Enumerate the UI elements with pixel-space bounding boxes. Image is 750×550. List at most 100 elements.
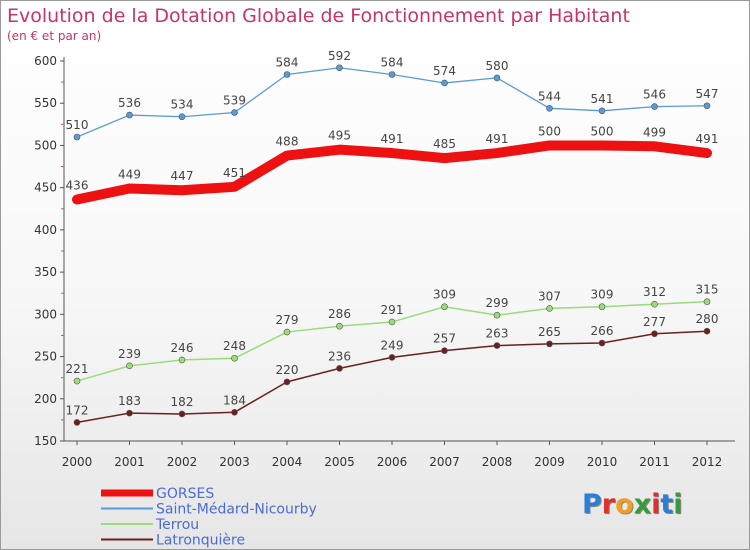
logo-letter: t [660, 489, 674, 520]
chart-subtitle: (en € et par an) [7, 29, 102, 43]
data-point [598, 303, 606, 311]
data-point [546, 104, 553, 112]
data-label: 291 [381, 303, 404, 317]
data-point [441, 79, 448, 87]
data-point [283, 71, 291, 78]
x-tick-label: 2005 [324, 455, 355, 469]
data-label: 265 [538, 325, 561, 339]
data-label: 500 [591, 124, 614, 138]
logo-letter: P [582, 489, 602, 520]
y-tick-label: 450 [34, 181, 57, 195]
y-tick-label: 350 [34, 265, 57, 279]
data-label: 236 [328, 349, 351, 363]
series-line [72, 140, 712, 205]
data-point [336, 365, 343, 372]
data-label: 584 [276, 56, 299, 70]
logo-letter: x [633, 489, 652, 520]
data-point [388, 318, 396, 326]
data-label: 182 [171, 395, 194, 409]
x-tick-label: 2000 [62, 455, 93, 469]
data-label: 312 [643, 285, 666, 299]
logo-letter: o [615, 489, 634, 520]
data-point [73, 377, 81, 385]
data-point [493, 342, 501, 349]
data-label: 307 [538, 289, 561, 303]
data-point [703, 327, 711, 335]
data-label: 172 [66, 403, 89, 417]
data-label: 510 [66, 118, 89, 132]
data-point [73, 133, 81, 141]
data-point [651, 300, 658, 308]
y-tick-label: 400 [34, 223, 57, 237]
data-label: 249 [381, 338, 404, 352]
x-tick-label: 2008 [482, 455, 513, 469]
data-label: 220 [276, 363, 299, 377]
x-tick-label: 2012 [692, 455, 723, 469]
x-tick-label: 2010 [587, 455, 618, 469]
data-label: 584 [381, 56, 404, 70]
data-label: 309 [433, 288, 456, 302]
data-label: 495 [328, 129, 351, 143]
x-tick-label: 2002 [167, 455, 198, 469]
data-label: 534 [171, 98, 194, 112]
data-label: 436 [66, 178, 89, 192]
data-label: 547 [696, 87, 719, 101]
y-tick-label: 600 [34, 54, 57, 68]
data-point [651, 103, 658, 110]
data-label: 286 [328, 307, 351, 321]
data-label: 485 [433, 137, 456, 151]
chart-title: Evolution de la Dotation Globale de Fonc… [7, 5, 630, 27]
data-point [126, 362, 133, 370]
x-tick-label: 2001 [114, 455, 145, 469]
data-label: 544 [538, 89, 561, 103]
y-tick-label: 250 [34, 350, 57, 364]
data-label: 257 [433, 332, 456, 346]
data-point [178, 410, 186, 418]
data-label: 279 [276, 313, 299, 327]
logo-letter: r [601, 489, 616, 520]
data-point [336, 322, 343, 330]
legend-label: GORSES [156, 486, 214, 502]
data-label: 183 [118, 394, 141, 408]
data-label: 266 [591, 324, 614, 338]
data-label: 491 [381, 132, 404, 146]
data-label: 447 [171, 169, 194, 183]
x-tick-label: 2011 [639, 455, 670, 469]
y-tick-label: 200 [34, 392, 57, 406]
data-point [651, 330, 658, 338]
data-point [546, 305, 553, 312]
data-label: 263 [486, 327, 509, 341]
legend-label: Saint-Médard-Nicourby [156, 502, 317, 518]
data-label: 221 [66, 362, 89, 376]
data-point [598, 107, 606, 115]
data-label: 451 [223, 166, 246, 180]
data-point [493, 74, 501, 82]
data-point [126, 409, 133, 417]
data-label: 449 [118, 168, 141, 182]
legend-label: Terrou [155, 517, 199, 533]
x-tick-label: 2003 [219, 455, 250, 469]
data-label: 309 [591, 288, 614, 302]
x-tick-label: 2009 [534, 455, 565, 469]
data-point [441, 303, 448, 311]
y-tick-label: 150 [34, 434, 57, 448]
x-tick-label: 2007 [429, 455, 460, 469]
data-label: 248 [223, 339, 246, 353]
data-point [546, 340, 553, 348]
y-tick-label: 550 [34, 96, 57, 110]
data-label: 592 [328, 49, 351, 63]
data-label: 488 [276, 135, 299, 149]
x-tick-label: 2004 [272, 455, 303, 469]
data-label: 580 [486, 59, 509, 73]
data-point [703, 298, 711, 305]
data-label: 246 [171, 341, 194, 355]
y-tick-label: 300 [34, 307, 57, 321]
data-label: 280 [696, 312, 719, 326]
data-point [73, 419, 81, 426]
data-point [493, 311, 501, 319]
legend-label: Latronquière [156, 533, 245, 549]
data-label: 539 [223, 94, 246, 108]
data-point [231, 408, 238, 416]
